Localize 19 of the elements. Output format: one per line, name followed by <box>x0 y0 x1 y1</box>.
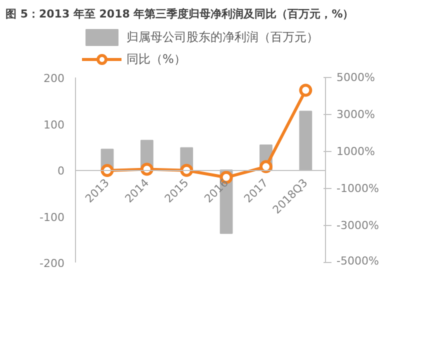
point <box>259 160 272 174</box>
y-tick-label: 0 <box>58 164 64 178</box>
point <box>180 164 194 177</box>
y-tick-label: 100 <box>44 118 65 132</box>
y2-tick-label: 1000% <box>336 145 375 158</box>
y-tick-label: -200 <box>40 257 65 270</box>
legend-label: 同比（%） <box>126 50 186 68</box>
y2-tick-label: 5000% <box>336 71 375 84</box>
point <box>100 164 114 178</box>
y2-tick-label: -5000% <box>336 254 379 268</box>
chart-title: 图 5：2013 年至 2018 年第三季度归母净利润及同比（百万元，%） <box>6 8 354 20</box>
point <box>140 162 154 176</box>
point <box>299 84 312 97</box>
y-tick-label: 200 <box>44 72 65 85</box>
y2-tick-label: -3000% <box>336 219 379 232</box>
y2-tick-label: 3000% <box>336 108 375 121</box>
y-tick-label: -100 <box>40 210 65 224</box>
y2-tick-label: -1000% <box>336 182 379 195</box>
legend-label: 归属母公司股东的净利润（百万元） <box>126 28 318 46</box>
